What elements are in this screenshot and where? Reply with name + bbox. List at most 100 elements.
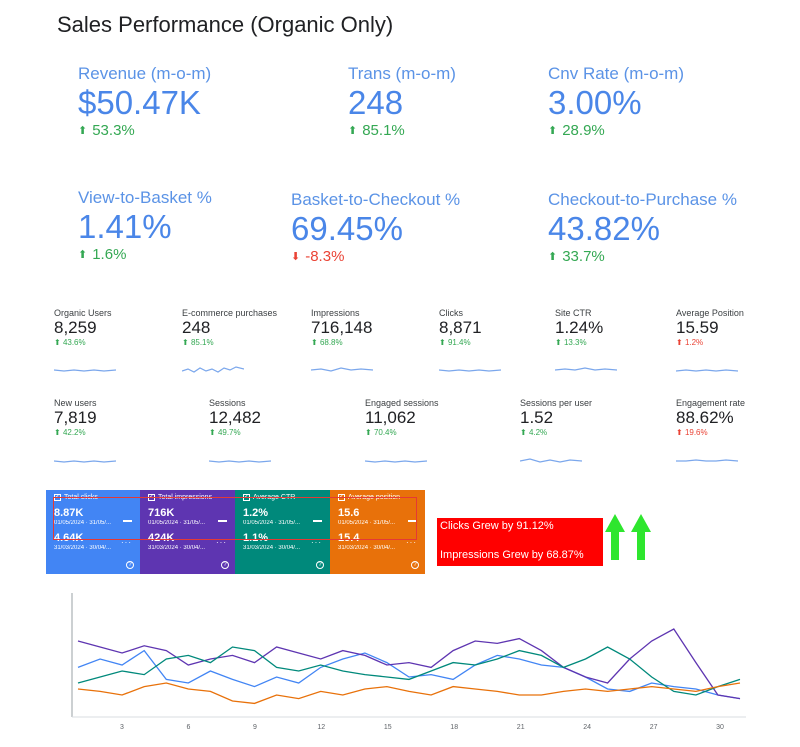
metric-delta: ⬆ 1.2% bbox=[676, 338, 704, 347]
card-average-ctr[interactable]: ✓ Average CTR 1.2% 01/05/2024 · 31/05/...… bbox=[235, 490, 330, 574]
dotted-line-icon: ··· bbox=[121, 538, 132, 547]
kpi-revenue[interactable]: Revenue (m-o-m) $50.47K ⬆ 53.3% bbox=[78, 64, 211, 139]
help-icon[interactable]: ? bbox=[221, 561, 229, 569]
metric-value: 15.59 bbox=[676, 318, 719, 337]
card-total-clicks[interactable]: ✓ Total clicks 8.87K 01/05/2024 · 31/05/.… bbox=[46, 490, 140, 574]
card-current-dates: 01/05/2024 · 31/05/... bbox=[148, 520, 206, 526]
sparkline-sessions bbox=[209, 460, 271, 463]
metric-label: Clicks bbox=[439, 308, 463, 318]
kpi-basket-to-checkout[interactable]: Basket-to-Checkout % 69.45% ⬇ -8.3% bbox=[291, 190, 460, 265]
kpi-label: Checkout-to-Purchase % bbox=[548, 190, 737, 209]
metric-label: E-commerce purchases bbox=[182, 308, 278, 318]
metric-label: Engaged sessions bbox=[365, 398, 439, 408]
kpi-delta: ⬆ 53.3% bbox=[78, 122, 211, 139]
callout-impressions: Impressions Grew by 68.87% bbox=[440, 549, 584, 561]
metric-value: 88.62% bbox=[676, 408, 734, 427]
card-previous-dates: 31/03/2024 · 30/04/... bbox=[338, 545, 396, 551]
metric-engagement-rate[interactable]: Engagement rate 88.62% ⬆ 19.6% bbox=[676, 398, 745, 437]
kpi-label: Basket-to-Checkout % bbox=[291, 190, 461, 209]
kpi-value: 43.82% bbox=[548, 210, 660, 247]
sparkline-clicks bbox=[439, 369, 501, 372]
metric-organic-users[interactable]: Organic Users 8,259 ⬆ 43.6% bbox=[54, 308, 112, 347]
solid-line-icon bbox=[218, 520, 227, 522]
card-total-impressions[interactable]: ✓ Total impressions 716K 01/05/2024 · 31/… bbox=[140, 490, 235, 574]
x-tick-label: 21 bbox=[517, 724, 525, 731]
x-tick-label: 30 bbox=[716, 724, 724, 731]
metric-sessions-per-user[interactable]: Sessions per user 1.52 ⬆ 4.2% bbox=[520, 398, 592, 437]
metric-sessions[interactable]: Sessions 12,482 ⬆ 49.7% bbox=[209, 398, 261, 437]
card-current-dates: 01/05/2024 · 31/05/... bbox=[54, 520, 112, 526]
kpi-delta-text: 1.6% bbox=[92, 246, 127, 263]
card-previous-dates: 31/03/2024 · 30/04/... bbox=[243, 545, 301, 551]
metric-delta: ⬆ 85.1% bbox=[182, 338, 214, 347]
sparkline-engagement-rate bbox=[676, 459, 738, 462]
x-tick-label: 18 bbox=[450, 724, 458, 731]
arrow-up-icon: ⬆ bbox=[548, 251, 558, 263]
series-line-position bbox=[77, 682, 741, 705]
metric-delta: ⬆ 91.4% bbox=[439, 338, 471, 347]
card-current-value: 15.6 bbox=[338, 507, 360, 519]
metric-delta: ⬆ 70.4% bbox=[365, 428, 397, 437]
metric-delta-text: 13.3% bbox=[563, 338, 587, 347]
sparkline-new-users bbox=[54, 460, 116, 463]
metric-value: 11,062 bbox=[365, 408, 416, 427]
metric-delta-text: 85.1% bbox=[190, 338, 214, 347]
sparkline-engaged-sessions bbox=[365, 460, 427, 463]
help-icon[interactable]: ? bbox=[316, 561, 324, 569]
dotted-line-icon: ··· bbox=[311, 538, 322, 547]
kpi-value: $50.47K bbox=[78, 84, 201, 121]
metric-value: 12,482 bbox=[209, 408, 261, 427]
card-current-dates: 01/05/2024 · 31/05/... bbox=[338, 520, 396, 526]
help-icon[interactable]: ? bbox=[411, 561, 419, 569]
kpi-view-to-basket[interactable]: View-to-Basket % 1.41% ⬆ 1.6% bbox=[78, 188, 212, 263]
kpi-delta-text: 28.9% bbox=[562, 122, 605, 139]
metric-clicks[interactable]: Clicks 8,871 ⬆ 91.4% bbox=[439, 308, 482, 347]
kpi-label: Revenue (m-o-m) bbox=[78, 64, 212, 83]
metric-value: 1.24% bbox=[555, 318, 604, 337]
card-previous-dates: 31/03/2024 · 30/04/... bbox=[148, 545, 206, 551]
metric-delta: ⬆ 4.2% bbox=[520, 428, 548, 437]
kpi-cnv-rate[interactable]: Cnv Rate (m-o-m) 3.00% ⬆ 28.9% bbox=[548, 64, 684, 139]
sparkline-average-position bbox=[676, 369, 738, 372]
kpi-delta: ⬆ 33.7% bbox=[548, 248, 737, 265]
metric-delta-text: 70.4% bbox=[373, 428, 397, 437]
arrow-up-icon: ⬆ bbox=[548, 125, 558, 137]
metric-label: Average Position bbox=[676, 308, 744, 318]
sparkline-ecommerce-purchases bbox=[182, 366, 244, 373]
arrow-up-icon: ⬆ bbox=[78, 249, 88, 261]
kpi-delta: ⬆ 1.6% bbox=[78, 246, 212, 263]
metric-delta: ⬆ 49.7% bbox=[209, 428, 241, 437]
kpi-trans[interactable]: Trans (m-o-m) 248 ⬆ 85.1% bbox=[348, 64, 456, 139]
kpi-value: 3.00% bbox=[548, 84, 642, 121]
metric-label: Sessions bbox=[209, 398, 246, 408]
kpi-delta-text: 85.1% bbox=[362, 122, 405, 139]
metric-new-users[interactable]: New users 7,819 ⬆ 42.2% bbox=[54, 398, 97, 437]
series-layer bbox=[77, 628, 741, 705]
solid-line-icon bbox=[123, 520, 132, 522]
card-current-value: 716K bbox=[148, 507, 175, 519]
metric-delta-text: 68.8% bbox=[319, 338, 343, 347]
metric-average-position[interactable]: Average Position 15.59 ⬆ 1.2% bbox=[676, 308, 744, 347]
x-ticks: 3 6 9 12 15 18 21 24 27 30 bbox=[120, 724, 724, 731]
kpi-value: 1.41% bbox=[78, 208, 172, 245]
kpi-label: Trans (m-o-m) bbox=[348, 64, 456, 83]
metric-value: 1.52 bbox=[520, 408, 554, 427]
metric-delta-text: 42.2% bbox=[62, 428, 86, 437]
metric-impressions[interactable]: Impressions 716,148 ⬆ 68.8% bbox=[311, 308, 372, 347]
kpi-checkout-to-purchase[interactable]: Checkout-to-Purchase % 43.82% ⬆ 33.7% bbox=[548, 190, 737, 265]
metric-value: 716,148 bbox=[311, 318, 373, 337]
x-tick-label: 27 bbox=[650, 724, 658, 731]
kpi-delta-text: 33.7% bbox=[562, 248, 605, 265]
card-current-value: 1.2% bbox=[243, 507, 269, 519]
metric-delta: ⬆ 68.8% bbox=[311, 338, 343, 347]
metric-engaged-sessions[interactable]: Engaged sessions 11,062 ⬆ 70.4% bbox=[365, 398, 439, 437]
metric-delta: ⬆ 42.2% bbox=[54, 428, 86, 437]
solid-line-icon bbox=[408, 520, 417, 522]
kpi-delta-text: 53.3% bbox=[92, 122, 135, 139]
arrow-up-icon: ⬆ bbox=[78, 125, 88, 137]
kpi-delta-text: -8.3% bbox=[305, 248, 345, 265]
help-icon[interactable]: ? bbox=[126, 561, 134, 569]
metric-delta: ⬆ 19.6% bbox=[676, 428, 708, 437]
metric-ecommerce-purchases[interactable]: E-commerce purchases 248 ⬆ 85.1% bbox=[182, 308, 277, 347]
metric-site-ctr[interactable]: Site CTR 1.24% ⬆ 13.3% bbox=[555, 308, 603, 347]
